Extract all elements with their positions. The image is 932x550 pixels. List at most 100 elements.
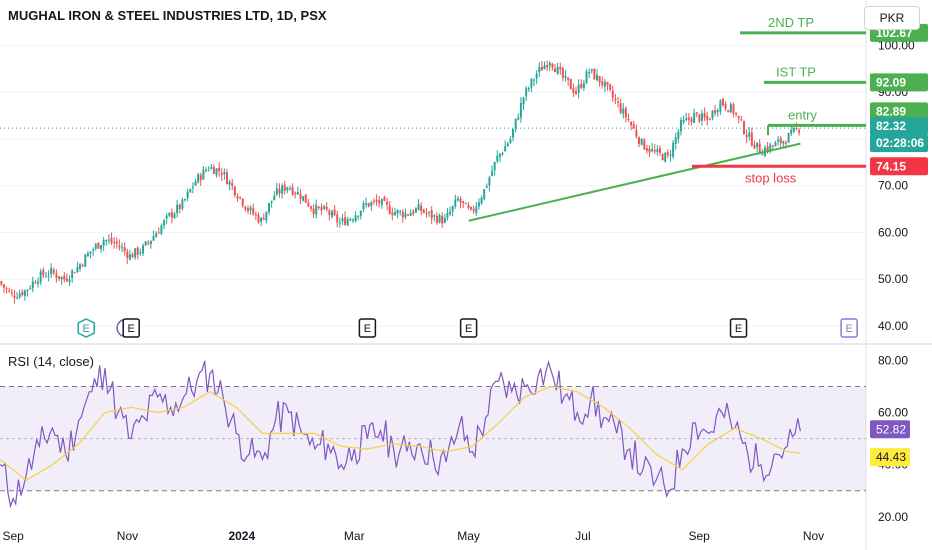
- candle-body: [721, 99, 724, 106]
- rsi-ma-line: [0, 385, 801, 482]
- candle-body: [126, 251, 129, 259]
- candle-body: [375, 199, 378, 202]
- candle-body: [73, 272, 76, 274]
- candle-body: [514, 118, 517, 129]
- candle-body: [228, 181, 231, 185]
- candle-body: [42, 269, 45, 276]
- candle-body: [205, 170, 208, 172]
- candle-body: [365, 203, 368, 205]
- candle-body: [34, 282, 37, 284]
- candle-body: [771, 145, 774, 147]
- candle-body: [530, 78, 533, 88]
- candle-body: [202, 169, 205, 180]
- candle-body: [194, 181, 197, 186]
- candle-body: [317, 206, 320, 208]
- candle-body: [407, 214, 410, 216]
- candle-body: [548, 62, 551, 66]
- candle-body: [346, 219, 349, 226]
- candle-body: [152, 236, 155, 241]
- candle-body: [63, 275, 66, 280]
- candle-body: [792, 127, 795, 132]
- candle-body: [430, 210, 433, 219]
- candle-body: [724, 103, 727, 109]
- x-tick-label: Jul: [575, 529, 590, 543]
- candle-body: [281, 185, 284, 194]
- candle-body: [774, 142, 777, 147]
- price-label-9209: 92.09: [876, 75, 906, 89]
- candle-body: [784, 142, 787, 144]
- candle-body: [533, 79, 536, 81]
- candle-body: [658, 148, 661, 153]
- candle-body: [404, 213, 407, 218]
- candle-body: [115, 241, 118, 244]
- candle-body: [218, 167, 221, 172]
- candle-body: [307, 202, 310, 207]
- rsi-tick-label: 80.00: [878, 353, 908, 367]
- candle-body: [690, 118, 693, 122]
- candle-body: [60, 276, 63, 280]
- candle-body: [777, 139, 780, 142]
- candle-body: [336, 214, 339, 223]
- x-tick-label: 2024: [228, 529, 255, 543]
- candle-body: [580, 83, 583, 88]
- candle-body: [302, 196, 305, 201]
- candle-body: [470, 206, 473, 210]
- rsi-legend[interactable]: RSI (14, close): [8, 354, 94, 369]
- currency-selector[interactable]: PKR: [864, 6, 920, 30]
- candle-body: [10, 292, 13, 294]
- candle-body: [354, 215, 357, 222]
- price-label-8289: 82.89: [876, 104, 906, 118]
- candle-body: [372, 200, 375, 202]
- candle-body: [320, 206, 323, 211]
- candle-body: [249, 207, 252, 211]
- candle-body: [278, 188, 281, 194]
- candle-body: [262, 218, 265, 220]
- candle-body: [160, 225, 163, 234]
- candle-body: [656, 149, 659, 153]
- earnings-icon: [840, 318, 858, 338]
- candle-body: [462, 201, 465, 203]
- price-tick-label: 60.00: [878, 225, 908, 239]
- candle-body: [491, 170, 494, 176]
- price-tick-label: 50.00: [878, 272, 908, 286]
- candle-body: [756, 142, 759, 148]
- candle-body: [435, 215, 438, 223]
- candle-body: [506, 143, 509, 147]
- candle-body: [265, 211, 268, 221]
- candle-body: [433, 215, 436, 217]
- candle-body: [68, 279, 71, 283]
- x-tick-label: Sep: [688, 529, 710, 543]
- candle-body: [328, 210, 331, 215]
- candle-body: [559, 67, 562, 70]
- earnings-icon: [358, 318, 377, 338]
- candle-body: [456, 198, 459, 201]
- price-label-022806: 02:28:06: [876, 136, 924, 150]
- candle-body: [719, 100, 722, 112]
- candle-body: [260, 217, 263, 222]
- candle-body: [71, 270, 74, 279]
- candle-body: [745, 134, 748, 138]
- candle-body: [693, 113, 696, 123]
- candle-body: [168, 212, 171, 216]
- candle-body: [711, 110, 714, 119]
- candle-body: [617, 101, 620, 103]
- event-letter: E: [735, 323, 742, 335]
- candle-body: [554, 68, 557, 72]
- candle-body: [330, 211, 333, 217]
- candle-body: [267, 203, 270, 213]
- candle-body: [386, 201, 389, 205]
- candle-body: [165, 215, 168, 219]
- candle-body: [698, 114, 701, 122]
- candle-body: [244, 206, 247, 210]
- symbol-title[interactable]: MUGHAL IRON & STEEL INDUSTRIES LTD, 1D, …: [8, 8, 327, 23]
- candle-body: [569, 79, 572, 90]
- candle-body: [706, 116, 709, 120]
- candle-body: [225, 172, 228, 185]
- candle-body: [212, 167, 215, 174]
- candle-body: [351, 219, 354, 221]
- candle-body: [31, 281, 34, 289]
- candle-body: [422, 209, 425, 213]
- price-label-022806-bg: [870, 134, 928, 153]
- candle-body: [467, 205, 470, 208]
